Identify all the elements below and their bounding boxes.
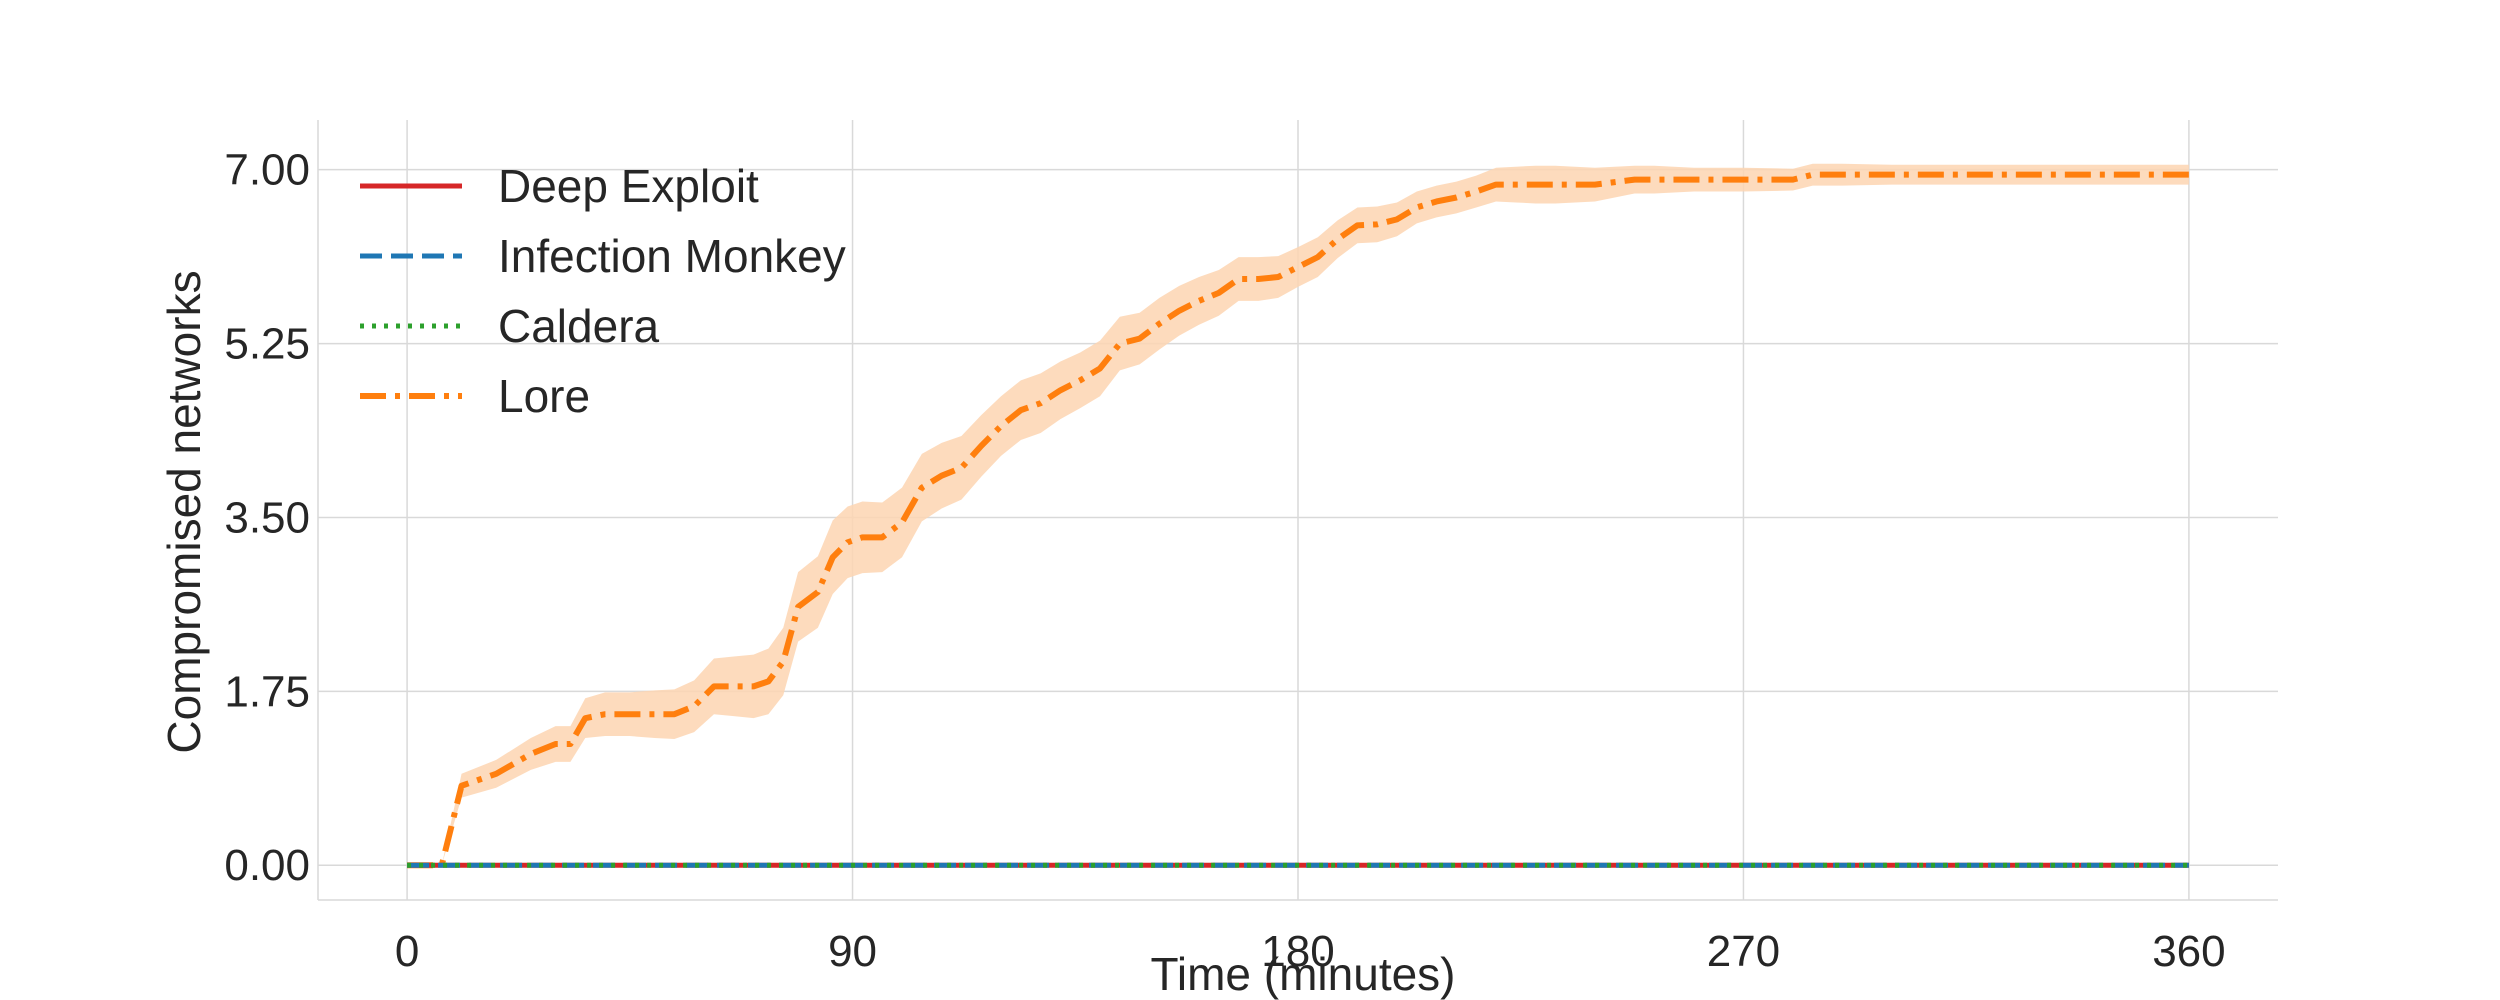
x-tick-label: 180 [1261, 927, 1334, 976]
y-tick-label: 1.75 [224, 667, 310, 716]
series-line-lore [407, 171, 2189, 869]
x-axis-label: Time (minutes) [1151, 948, 1456, 1000]
axes-frame [317, 120, 2278, 901]
legend-label: Caldera [498, 300, 660, 352]
x-tick-label: 90 [828, 927, 877, 976]
series-lines [407, 171, 2189, 869]
legend: Deep Exploit Infection Monkey Caldera Lore [360, 160, 846, 422]
y-tick-label: 7.00 [224, 146, 310, 195]
y-axis-label: Compromised networks [158, 270, 210, 753]
x-tick-label: 0 [395, 927, 419, 976]
legend-label: Deep Exploit [498, 160, 759, 212]
y-tick-label: 5.25 [224, 320, 310, 369]
x-tick-label: 360 [2152, 927, 2225, 976]
x-tick-label: 270 [1707, 927, 1780, 976]
legend-label: Infection Monkey [498, 230, 846, 282]
tick-labels: 0 90 180 270 360 0.00 1.75 3.50 5.25 7.00 [224, 146, 2225, 976]
y-tick-label: 3.50 [224, 493, 310, 542]
y-tick-label: 0.00 [224, 841, 310, 890]
legend-label: Lore [498, 370, 590, 422]
